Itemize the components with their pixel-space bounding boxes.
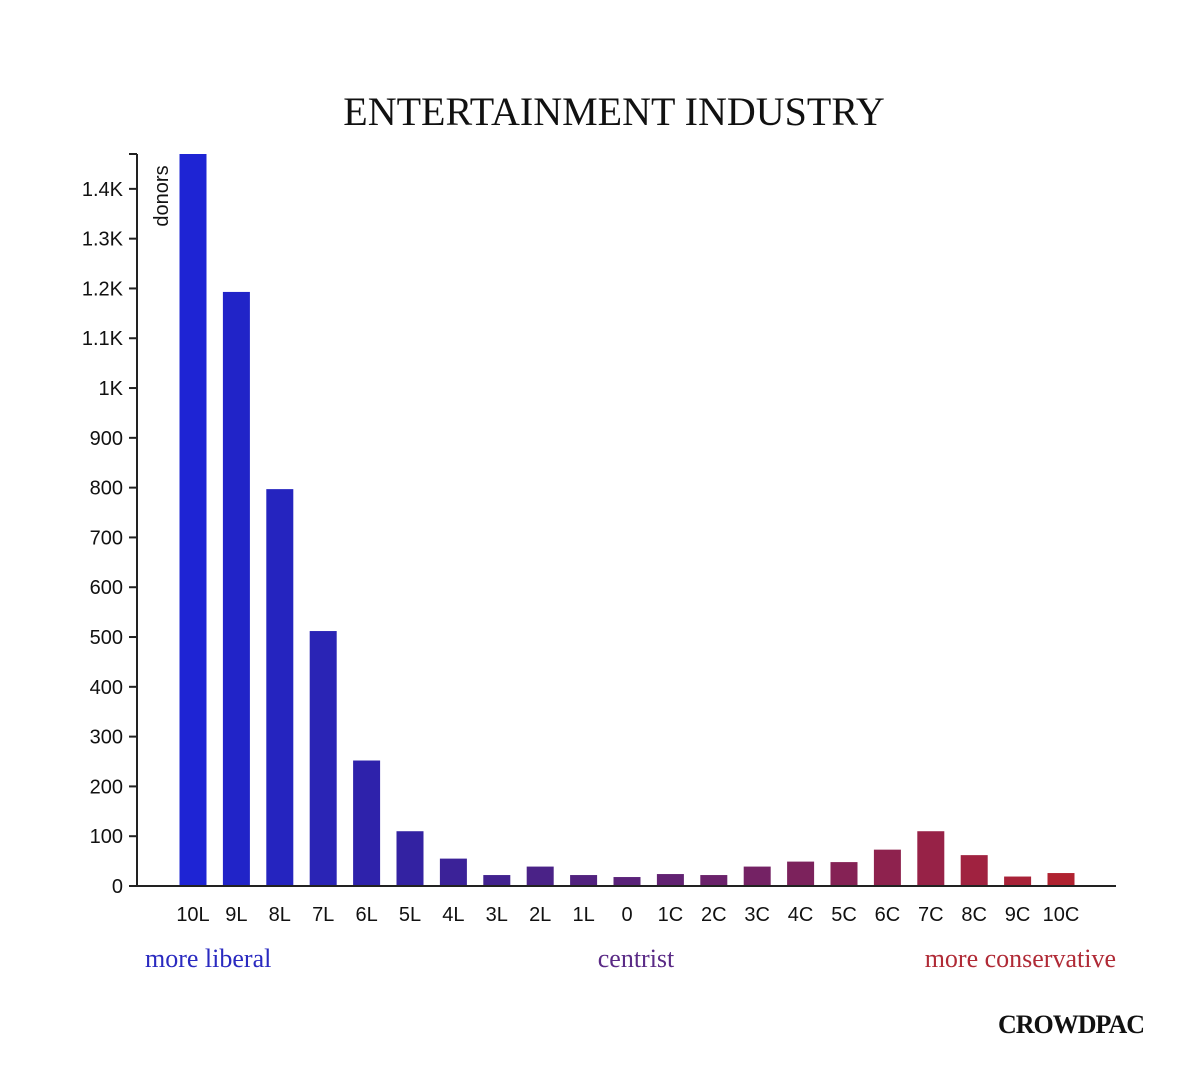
y-tick-label: 100 — [90, 826, 123, 848]
region-label-liberal: more liberal — [145, 944, 271, 973]
y-tick-label: 900 — [90, 428, 123, 450]
bar-9L — [222, 291, 250, 886]
y-tick-label: 800 — [90, 478, 123, 500]
x-tick-label: 4L — [442, 904, 464, 926]
x-tick-label: 6C — [875, 904, 901, 926]
y-tick-label: 700 — [90, 527, 123, 549]
y-tick-label: 1.2K — [82, 278, 124, 300]
x-tick-label: 6L — [355, 904, 377, 926]
y-axis-label: donors — [151, 165, 173, 226]
y-tick-label: 200 — [90, 776, 123, 798]
bar-4C — [787, 861, 815, 886]
y-tick-label: 1.1K — [82, 328, 124, 350]
x-tick-label: 3C — [744, 904, 770, 926]
x-tick-label: 10L — [176, 904, 209, 926]
y-tick-label: 400 — [90, 677, 123, 699]
bar-4L — [439, 858, 467, 886]
bar-7C — [917, 831, 945, 886]
y-tick-label: 1.4K — [82, 179, 124, 201]
x-tick-label: 1C — [658, 904, 684, 926]
bar-5L — [396, 831, 424, 886]
bar-10C — [1047, 873, 1075, 886]
x-tick-label: 7L — [312, 904, 334, 926]
x-tick-label: 5C — [831, 904, 857, 926]
bar-3C — [743, 866, 771, 886]
x-tick-label: 8C — [961, 904, 987, 926]
bar-7L — [309, 631, 337, 886]
chart-title: ENTERTAINMENT INDUSTRY — [343, 89, 884, 134]
bar-6L — [353, 760, 381, 886]
bar-8L — [266, 489, 294, 886]
bar-1L — [570, 875, 598, 886]
bar-0 — [613, 877, 641, 886]
bar-5C — [830, 862, 858, 886]
bars — [179, 154, 1075, 886]
x-tick-label: 3L — [486, 904, 508, 926]
bar-3L — [483, 875, 511, 886]
x-tick-label: 9L — [225, 904, 247, 926]
y-tick-label: 600 — [90, 577, 123, 599]
x-tick-label: 4C — [788, 904, 814, 926]
x-tick-label: 2C — [701, 904, 727, 926]
y-tick-label: 0 — [112, 876, 123, 898]
bar-2L — [526, 866, 554, 886]
y-tick-label: 1.3K — [82, 229, 124, 251]
bar-8C — [960, 855, 988, 886]
x-tick-label: 0 — [621, 904, 632, 926]
region-label-centrist: centrist — [598, 944, 675, 973]
x-tick-label: 1L — [572, 904, 594, 926]
x-tick-label: 7C — [918, 904, 944, 926]
x-tick-label: 5L — [399, 904, 421, 926]
bar-2C — [700, 875, 728, 886]
x-tick-label: 9C — [1005, 904, 1031, 926]
x-tick-label: 10C — [1043, 904, 1080, 926]
x-tick-label: 2L — [529, 904, 551, 926]
bar-1C — [656, 874, 684, 886]
bar-10L — [179, 154, 207, 886]
y-tick-label: 500 — [90, 627, 123, 649]
bar-9C — [1004, 876, 1032, 886]
y-tick-label: 300 — [90, 727, 123, 749]
y-axis: 0 100 200 300 400 500 600 700 800 900 1K 1.1K 1.2K 1.… — [82, 153, 138, 898]
brand-logo: CROWDPAC — [998, 1010, 1144, 1039]
region-label-conservative: more conservative — [925, 944, 1116, 973]
x-axis: 10L 9L 8L 7L 6L 5L 4L 3L 2L 1L 0 1C 2C 3C 4C 5C 6C 7C 8C 9C… — [137, 885, 1116, 926]
y-tick-label: 1K — [99, 378, 124, 400]
bar-6C — [873, 849, 901, 886]
x-tick-label: 8L — [269, 904, 291, 926]
